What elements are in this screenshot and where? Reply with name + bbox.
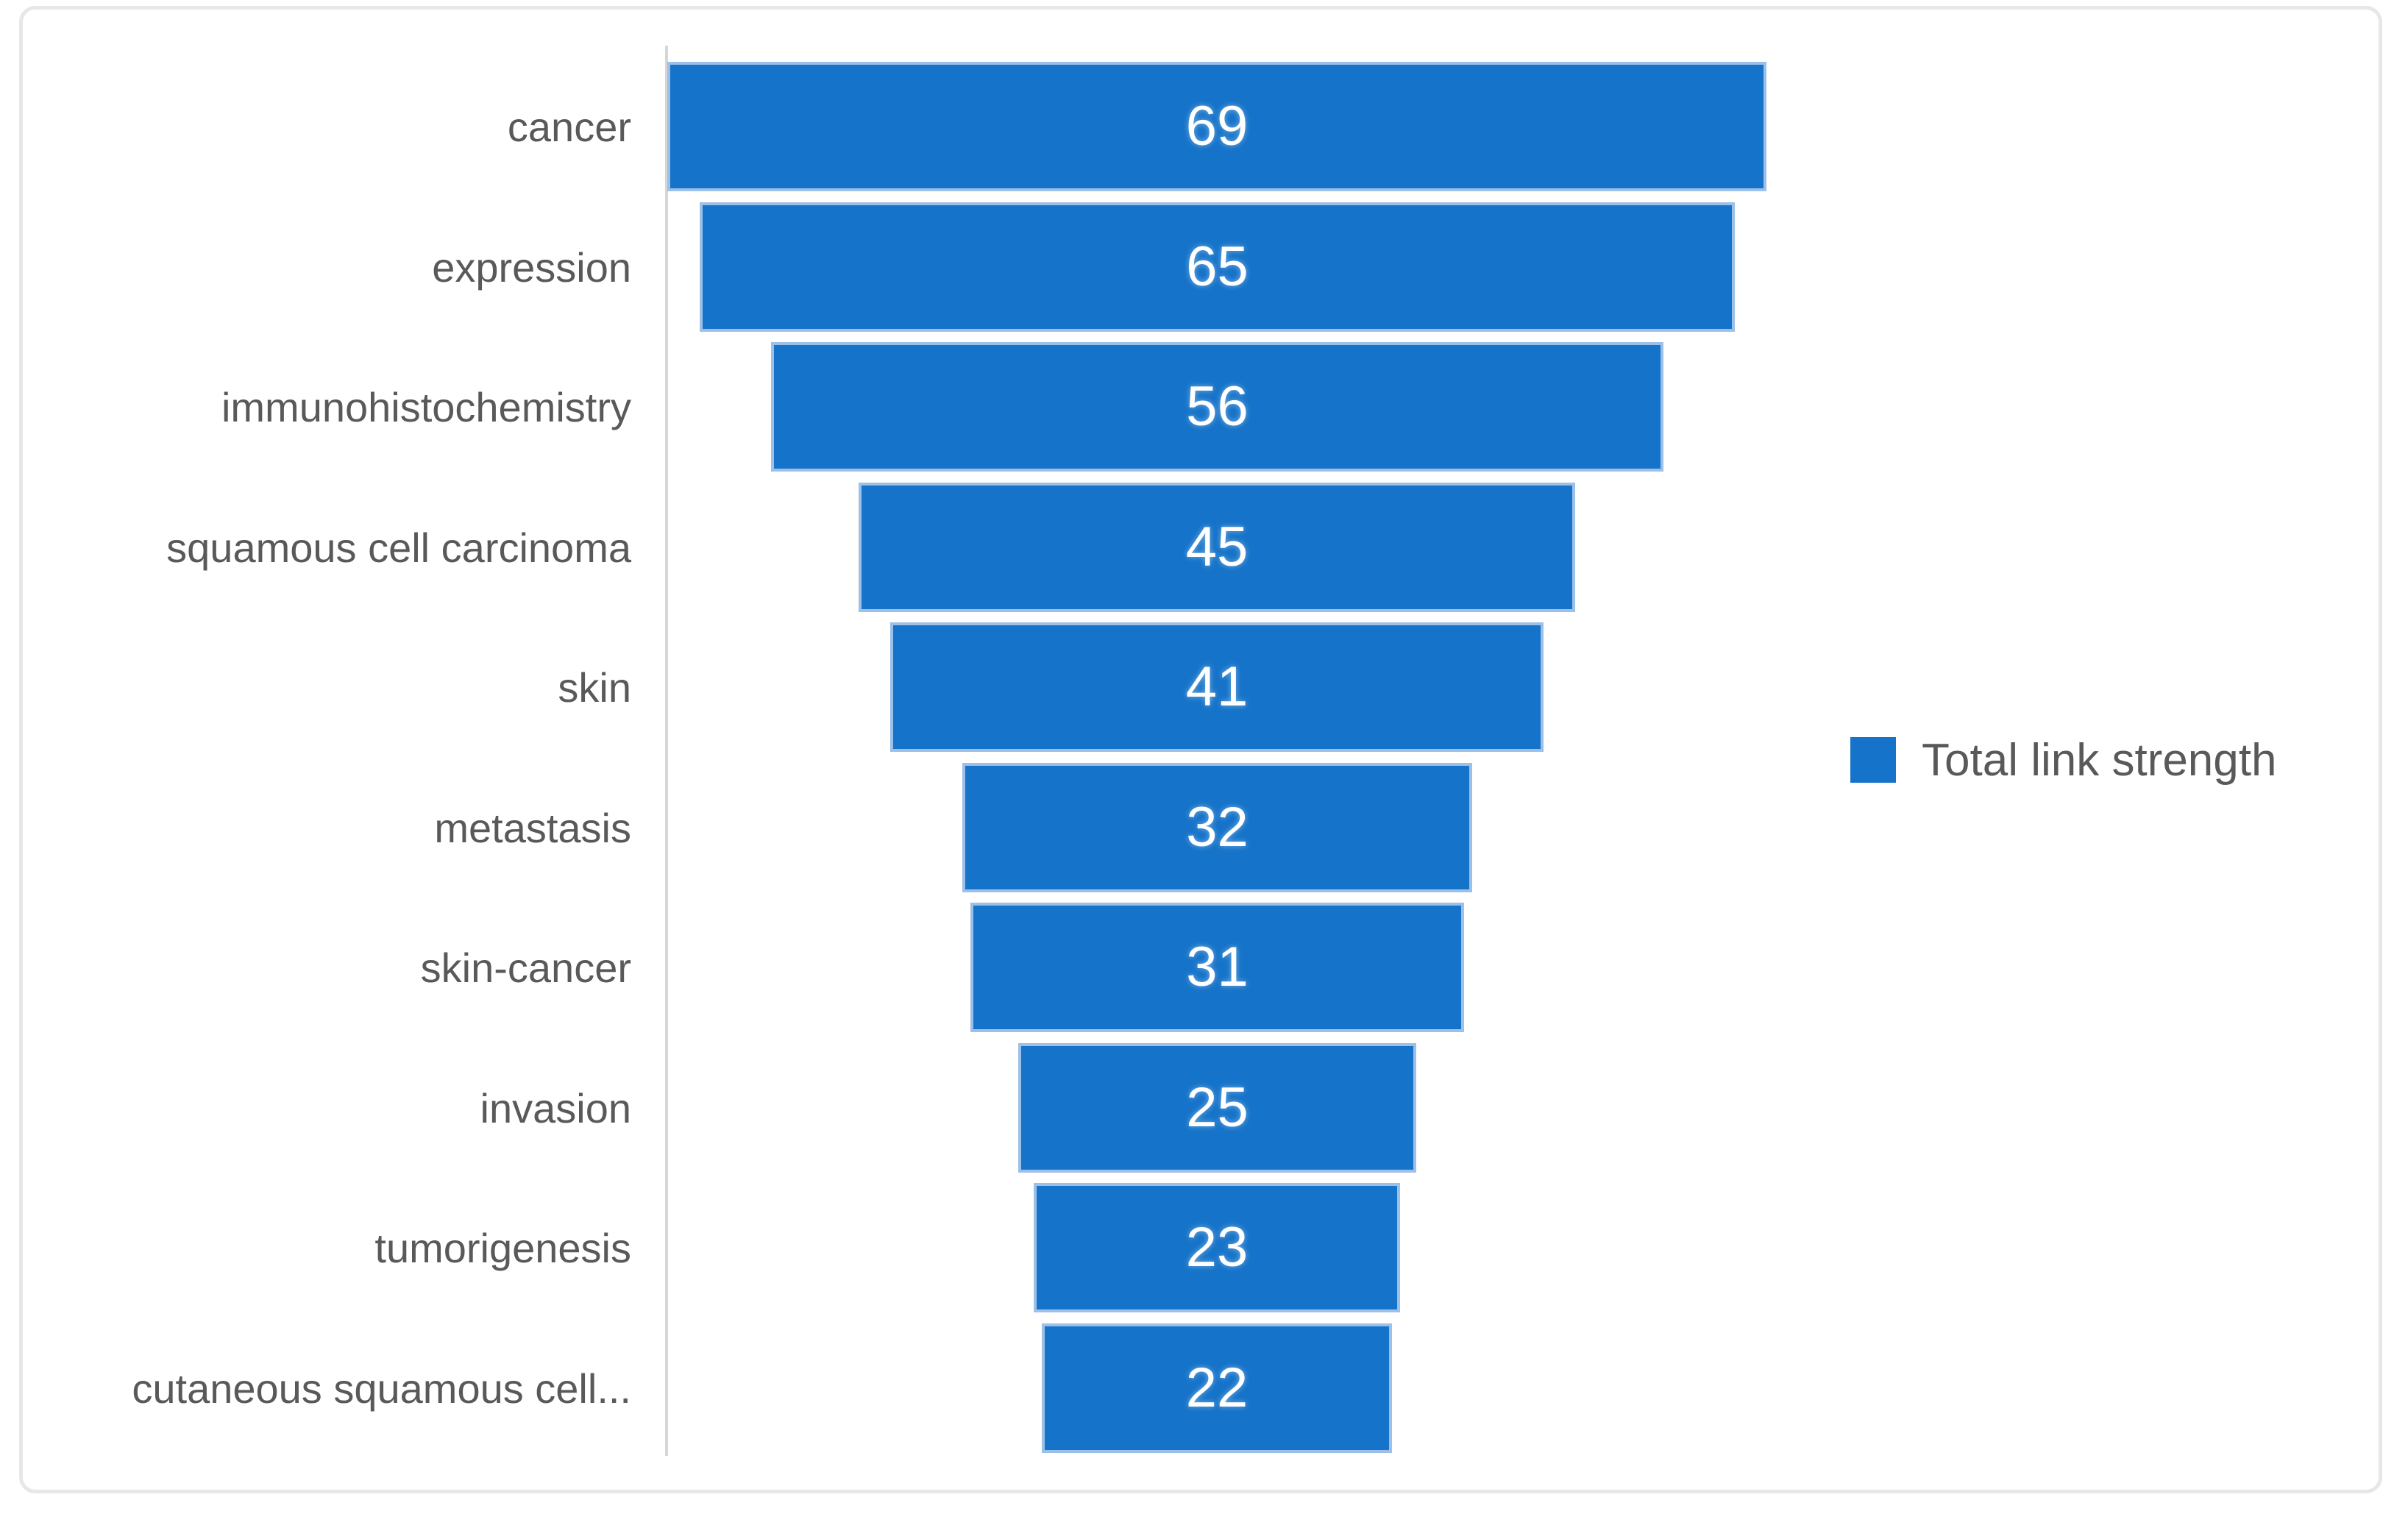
bar-value-label: 22: [1185, 1357, 1249, 1419]
legend-label: Total link strength: [1922, 734, 2277, 786]
category-label: metastasis: [434, 804, 631, 851]
funnel-bar: 31: [970, 903, 1464, 1032]
funnel-bar: 25: [1018, 1043, 1416, 1173]
funnel-bar: 32: [962, 763, 1472, 892]
legend: Total link strength: [1850, 734, 2277, 786]
category-label: cancer: [507, 103, 631, 150]
bar-value-label: 69: [1185, 95, 1249, 157]
category-label: tumorigenesis: [374, 1224, 631, 1271]
bar-value-label: 32: [1186, 796, 1249, 859]
bar-value-label: 65: [1186, 235, 1249, 298]
bar-value-label: 23: [1185, 1216, 1249, 1279]
funnel-bar: 65: [700, 202, 1735, 332]
bar-value-label: 31: [1186, 936, 1249, 998]
category-label: skin-cancer: [420, 944, 631, 991]
bar-value-label: 41: [1185, 655, 1249, 718]
funnel-bar: 41: [890, 622, 1544, 752]
category-label: invasion: [480, 1084, 631, 1131]
funnel-bar: 56: [771, 342, 1663, 472]
category-label: expression: [432, 243, 631, 291]
funnel-bar: 45: [859, 483, 1575, 612]
funnel-bar: 23: [1034, 1183, 1400, 1312]
legend-swatch-icon: [1850, 737, 1896, 783]
category-label: squamous cell carcinoma: [166, 524, 631, 571]
funnel-bar: 22: [1042, 1323, 1392, 1453]
bar-value-label: 45: [1185, 516, 1249, 578]
category-label: cutaneous squamous cell...: [132, 1365, 631, 1412]
bar-value-label: 25: [1186, 1076, 1249, 1139]
category-label: immunohistochemistry: [221, 383, 631, 430]
category-label: skin: [558, 664, 631, 711]
funnel-bar: 69: [667, 62, 1766, 191]
category-axis-line: [665, 46, 668, 1456]
bar-value-label: 56: [1186, 375, 1249, 438]
